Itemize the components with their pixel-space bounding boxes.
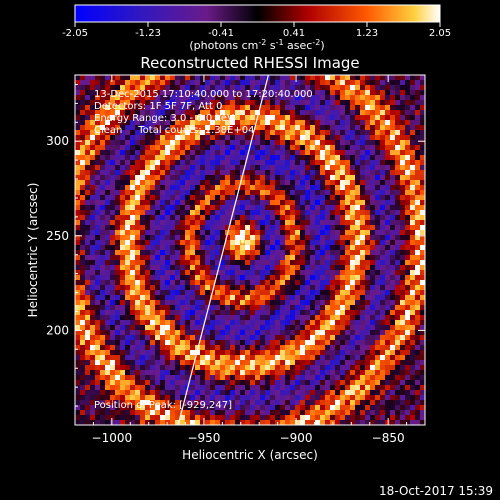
x-axis: −1000 −950 −900 −850 [92,75,426,445]
y-tick-label: 250 [46,229,69,243]
annotation-time: 13-Dec-2015 17:10:40.000 to 17:20:40.000 [94,89,313,100]
solar-limb-line [177,75,270,425]
peak-marker [240,239,245,244]
colorbar-ticks: -2.05 -1.23 -0.41 0.41 1.23 2.05 [62,22,451,39]
x-tick-label: −900 [280,431,313,445]
colorbar-tick-label: -1.23 [135,28,161,39]
heatmap-plot [75,75,425,425]
y-axis-label: Heliocentric Y (arcsec) [26,183,40,318]
y-tick-label: 200 [46,323,69,337]
y-tick-label: 300 [46,134,69,148]
colorbar-tick-label: -2.05 [62,28,88,39]
x-tick-label: −850 [372,431,405,445]
colorbar: -2.05 -1.23 -0.41 0.41 1.23 2.05 (photons cm-… [62,4,451,52]
heatmap-cells [75,75,425,425]
colorbar-units: (photons cm-2 s-1 asec-2) [189,38,324,52]
x-axis-label: Heliocentric X (arcsec) [182,448,318,462]
colorbar-tick-label: 1.23 [356,28,378,39]
colorbar-gradient [74,4,441,23]
annotation-detectors: Detectors: 1F 5F 7F, Att 0 [94,101,222,112]
annotation-peak: Position of Peak: [-929,247] [94,400,232,411]
plot-frame [74,74,426,426]
colorbar-tick-label: -0.41 [208,28,234,39]
chart-title: Reconstructed RHESSI Image [140,54,359,72]
y-axis: 200 250 300 [46,83,425,407]
x-tick-label: −950 [187,431,220,445]
x-tick-label: −1000 [92,431,133,445]
colorbar-tick-label: 2.05 [429,28,451,39]
footer-timestamp: 18-Oct-2017 15:39 [379,484,493,498]
colorbar-tick-label: 0.41 [283,28,305,39]
annotation-energy: Energy Range: 3.0 - 6.0 keV [94,113,234,124]
annotation-clean: Clean Total counts: 1.38E+04 [94,125,254,136]
annotations: 13-Dec-2015 17:10:40.000 to 17:20:40.000… [94,89,313,411]
